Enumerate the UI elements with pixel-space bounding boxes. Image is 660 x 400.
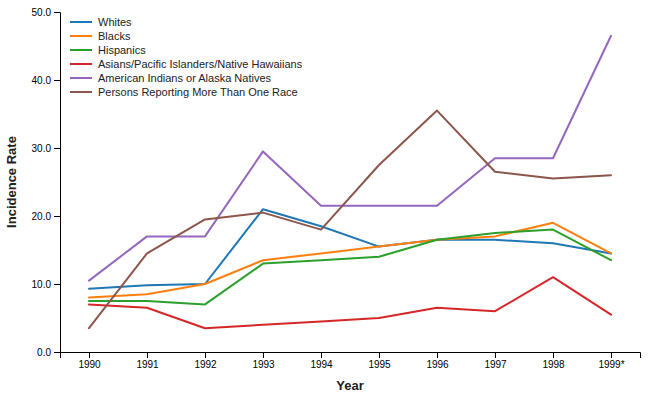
x-tick: 1992 xyxy=(194,352,217,370)
y-tick-label: 30.0 xyxy=(32,143,52,154)
legend-item: American Indians or Alaska Natives xyxy=(70,72,272,84)
y-axis: 0.0 10.0 20.0 30.0 40.0 50.0 xyxy=(32,7,61,358)
legend-label: Persons Reporting More Than One Race xyxy=(98,86,298,98)
lines xyxy=(89,36,611,328)
y-tick-label: 20.0 xyxy=(32,211,52,222)
y-axis-line xyxy=(54,13,61,353)
legend-label: Whites xyxy=(98,16,132,28)
y-tick: 0.0 xyxy=(37,347,60,358)
x-tick-label: 1995 xyxy=(368,359,391,370)
y-tick-mark xyxy=(54,352,60,353)
x-tick-label: 1990 xyxy=(78,359,101,370)
series-line xyxy=(89,36,611,281)
series-line xyxy=(89,223,611,298)
y-axis-title: Incidence Rate xyxy=(4,136,19,228)
y-tick-mark xyxy=(54,284,60,285)
plot-area: 1990 1991 1992 1993 1994 1995 1996 1997 1998 1999… xyxy=(32,7,641,370)
x-tick-mark xyxy=(611,352,612,358)
legend-label: Hispanics xyxy=(98,44,146,56)
legend-item: Blacks xyxy=(70,30,131,42)
legend-item: Hispanics xyxy=(70,44,146,56)
legend-swatch xyxy=(70,91,92,93)
x-tick-label: 1992 xyxy=(194,359,217,370)
y-tick-label: 10.0 xyxy=(32,279,52,290)
x-tick-label: 1998 xyxy=(542,359,565,370)
legend: Whites Blacks Hispanics Asians/Pacific Isla… xyxy=(70,16,303,98)
legend-label: Blacks xyxy=(98,30,131,42)
legend-swatch xyxy=(70,35,92,37)
x-tick-mark xyxy=(89,352,90,358)
x-axis: 1990 1991 1992 1993 1994 1995 1996 1997 1998 1999… xyxy=(61,352,641,370)
x-tick-mark xyxy=(147,352,148,358)
y-tick-label: 50.0 xyxy=(32,7,52,18)
x-tick-mark xyxy=(205,352,206,358)
series-line xyxy=(89,209,611,289)
x-axis-title: Year xyxy=(336,378,363,393)
y-tick-label: 0.0 xyxy=(37,347,51,358)
x-tick-label: 1993 xyxy=(252,359,275,370)
y-tick: 20.0 xyxy=(32,211,60,222)
x-tick-mark xyxy=(437,352,438,358)
x-tick-mark xyxy=(553,352,554,358)
x-tick: 1999* xyxy=(598,352,624,370)
x-tick: 1993 xyxy=(252,352,275,370)
x-tick: 1990 xyxy=(78,352,101,370)
y-tick: 50.0 xyxy=(32,7,60,18)
y-tick-mark xyxy=(54,148,60,149)
y-tick: 30.0 xyxy=(32,143,60,154)
y-tick-mark xyxy=(54,216,60,217)
x-axis-line xyxy=(61,353,641,359)
x-tick: 1995 xyxy=(368,352,391,370)
series-line xyxy=(89,277,611,328)
legend-item: Persons Reporting More Than One Race xyxy=(70,86,298,98)
legend-label: American Indians or Alaska Natives xyxy=(98,72,272,84)
x-tick: 1991 xyxy=(136,352,159,370)
x-tick-label: 1997 xyxy=(484,359,507,370)
chart: 1990 1991 1992 1993 1994 1995 1996 1997 1998 1999… xyxy=(0,0,660,400)
legend-swatch xyxy=(70,77,92,79)
x-tick: 1994 xyxy=(310,352,333,370)
x-tick-mark xyxy=(379,352,380,358)
y-tick-mark xyxy=(54,80,60,81)
y-tick-mark xyxy=(54,12,60,13)
x-tick-label: 1999* xyxy=(598,359,624,370)
x-tick-label: 1991 xyxy=(136,359,159,370)
x-tick: 1997 xyxy=(484,352,507,370)
legend-swatch xyxy=(70,21,92,23)
x-tick-mark xyxy=(321,352,322,358)
legend-label: Asians/Pacific Islanders/Native Hawaiian… xyxy=(98,58,303,70)
x-tick: 1996 xyxy=(426,352,449,370)
legend-swatch xyxy=(70,49,92,51)
series-line xyxy=(89,111,611,329)
x-tick-mark xyxy=(495,352,496,358)
y-tick: 10.0 xyxy=(32,279,60,290)
legend-item: Whites xyxy=(70,16,132,28)
legend-item: Asians/Pacific Islanders/Native Hawaiian… xyxy=(70,58,303,70)
y-tick: 40.0 xyxy=(32,75,60,86)
x-tick-mark xyxy=(263,352,264,358)
y-tick-label: 40.0 xyxy=(32,75,52,86)
legend-swatch xyxy=(70,63,92,65)
x-tick-label: 1994 xyxy=(310,359,333,370)
x-tick-label: 1996 xyxy=(426,359,449,370)
x-tick: 1998 xyxy=(542,352,565,370)
